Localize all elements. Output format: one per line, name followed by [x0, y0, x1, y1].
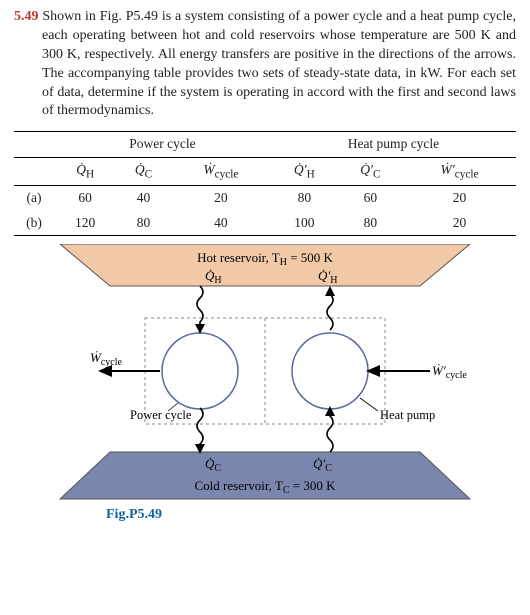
- qh-arrow: [197, 286, 203, 330]
- heat-pump-circle: [292, 333, 368, 409]
- table-row: (a) 60 40 20 80 60 20: [14, 186, 516, 211]
- w2-label: Ẇ′cycle: [432, 363, 467, 381]
- problem-number: 5.49: [14, 9, 39, 24]
- table-row: (b) 120 80 40 100 80 20: [14, 211, 516, 236]
- row-label: (b): [14, 211, 54, 236]
- heat-pump-label: Heat pump: [380, 408, 435, 422]
- qc-arrow: [197, 408, 203, 450]
- problem-text: Shown in Fig. P5.49 is a system consisti…: [42, 9, 516, 118]
- col-qc: Q̇C: [116, 157, 171, 186]
- col-qc2: Q̇′C: [338, 157, 403, 186]
- col-qh2: Q̇′H: [271, 157, 338, 186]
- table-group-row: Power cycle Heat pump cycle: [14, 132, 516, 157]
- figure: Hot reservoir, TH = 500 K Q̇H Q̇′H Cold …: [50, 244, 480, 525]
- power-cycle-circle: [162, 333, 238, 409]
- col-qh: Q̇H: [54, 157, 116, 186]
- w1-label: Ẇcycle: [90, 350, 122, 368]
- figure-svg: Hot reservoir, TH = 500 K Q̇H Q̇′H Cold …: [50, 244, 480, 504]
- figure-caption: Fig.P5.49: [106, 506, 480, 525]
- table-header-row: Q̇H Q̇C Ẇcycle Q̇′H Q̇′C Ẇ′cycle: [14, 157, 516, 186]
- col-wc: Ẇcycle: [171, 157, 271, 186]
- row-label: (a): [14, 186, 54, 211]
- data-table: Power cycle Heat pump cycle Q̇H Q̇C Ẇcy…: [14, 131, 516, 236]
- group-heatpump: Heat pump cycle: [271, 132, 516, 157]
- qc2-arrow: [327, 410, 333, 452]
- col-wc2: Ẇ′cycle: [403, 157, 516, 186]
- group-power: Power cycle: [54, 132, 271, 157]
- problem-statement: 5.49 Shown in Fig. P5.49 is a system con…: [14, 8, 516, 121]
- power-cycle-label: Power cycle: [130, 408, 192, 422]
